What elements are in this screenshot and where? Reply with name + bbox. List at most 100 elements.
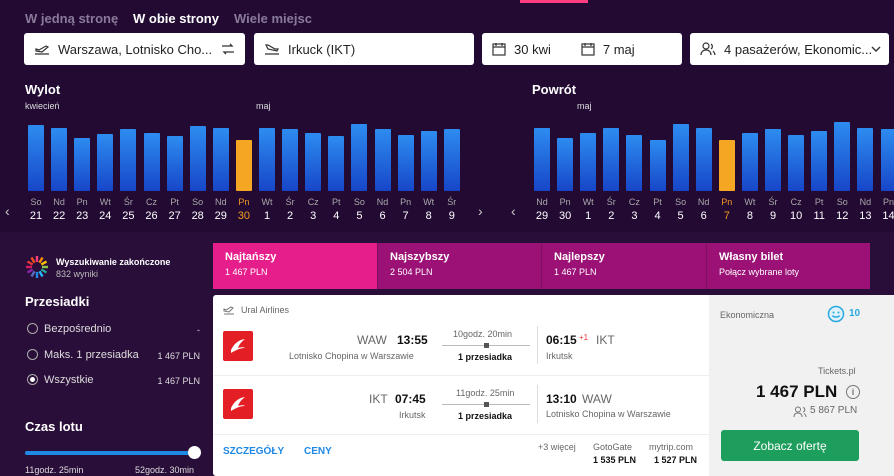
outbound-day-number[interactable]: 30 [237,210,251,222]
inbound-day-number[interactable]: 1 [585,210,592,222]
outbound-day-number[interactable]: 3 [310,210,317,222]
info-icon[interactable]: i [846,385,860,399]
inbound-day-number[interactable]: 12 [836,210,849,222]
outbound-price-bar[interactable] [351,124,368,191]
inbound-price-bar[interactable] [788,135,805,191]
outbound-price-bar[interactable] [282,129,299,191]
outbound-day-number[interactable]: 6 [379,210,386,222]
outbound-day-number[interactable]: 29 [214,210,227,222]
inbound-day-number[interactable]: 2 [608,210,615,222]
inbound-price-bar[interactable] [741,133,758,191]
prices-button[interactable]: CENY [304,446,332,457]
outbound-price-bar[interactable] [28,125,44,191]
outbound-day-number[interactable]: 28 [191,210,204,222]
outbound-price-bar[interactable] [397,135,414,191]
sort-tab-cheapest[interactable]: Najtańszy 1 467 PLN [213,243,377,289]
tab-one-way[interactable]: W jedną stronę [25,11,119,26]
origin-field[interactable]: Warszawa, Lotnisko Cho... [24,33,245,65]
inbound-prev-arrow-icon[interactable]: ‹ [511,203,516,219]
sort-tab-best[interactable]: Najlepszy 1 467 PLN [541,243,706,289]
outbound-day-number[interactable]: 9 [448,210,455,222]
inbound-day-number[interactable]: 11 [813,210,825,222]
outbound-price-bar[interactable] [74,138,91,191]
swap-icon[interactable] [221,43,235,55]
inbound-price-bar[interactable] [649,140,666,191]
outbound-price-bar[interactable] [212,128,229,191]
inbound-price-bar[interactable] [557,138,574,191]
details-button[interactable]: SZCZEGÓŁY [223,446,285,457]
duration-slider-handle[interactable] [188,446,201,459]
inbound-day-number[interactable]: 8 [746,210,753,222]
outbound-price-bar[interactable] [97,134,114,191]
outbound-price-bar[interactable] [189,126,206,191]
outbound-price-bar[interactable] [259,128,275,191]
inbound-price-bar[interactable] [580,133,597,191]
outbound-price-bar[interactable] [120,129,137,191]
outbound-price-bar[interactable] [328,136,345,191]
outbound-day-number[interactable]: 27 [168,210,181,222]
outbound-price-bar[interactable] [235,140,252,191]
inbound-price-bar[interactable] [718,140,735,191]
more-offers-link[interactable]: +3 więcej [538,442,576,452]
radio-all[interactable] [27,374,38,385]
tab-round-trip[interactable]: W obie strony [133,11,219,26]
outbound-next-arrow-icon[interactable]: › [478,203,483,219]
inbound-price-bar[interactable] [811,131,828,191]
destination-field[interactable]: Irkuck (IKT) [254,33,474,65]
inbound-day-number[interactable]: 10 [789,210,803,222]
outbound-day-number[interactable]: 8 [425,210,432,222]
outbound-price-bar[interactable] [51,128,68,191]
outbound-price-bar[interactable] [305,133,322,191]
view-offer-button[interactable]: Zobacz ofertę [721,430,859,461]
outbound-day-number[interactable]: 21 [29,210,43,222]
inbound-price-bar[interactable] [695,128,712,191]
dates-field[interactable]: 30 kwi 7 maj [482,33,682,65]
outbound-day-number[interactable]: 1 [263,210,271,222]
inbound-price-bar[interactable] [880,129,894,191]
outbound-day-number[interactable]: 22 [52,210,66,222]
inbound-price-bar[interactable] [672,124,689,191]
outbound-day-number[interactable]: 5 [356,210,363,222]
outbound-day-number[interactable]: 23 [76,210,89,222]
outbound-price-bar[interactable] [166,136,183,191]
inbound-day-number[interactable]: 9 [769,210,777,222]
vendor2-name[interactable]: mytrip.com [649,442,694,452]
passengers-field[interactable]: 4 pasażerów, Ekonomic... [690,33,889,65]
result-card[interactable]: Ural Airlines WAW 13:55 Lotnisko Chopina… [213,295,894,476]
outbound-price-bar[interactable] [143,133,160,191]
inbound-day-number[interactable]: 7 [723,210,730,222]
inbound-price-bar[interactable] [857,128,874,191]
inbound-day-number[interactable]: 3 [631,210,638,222]
outbound-day-number[interactable]: 24 [99,210,112,222]
inbound-day-number[interactable]: 29 [535,210,549,222]
outbound-day-number[interactable]: 4 [333,210,340,222]
inbound-day-number[interactable]: 14 [882,210,894,222]
sort-tab-fastest[interactable]: Najszybszy 2 504 PLN [377,243,541,289]
outbound-price-bar[interactable] [420,131,437,191]
outbound-price-bar[interactable] [443,129,460,191]
outbound-day-number[interactable]: 26 [145,210,158,222]
stops-option-direct[interactable]: Bezpośrednio [44,323,112,335]
sort-tab-custom[interactable]: Własny bilet Połącz wybrane loty [706,243,870,289]
outbound-day-number[interactable]: 2 [287,210,294,222]
inbound-day-number[interactable]: 5 [677,210,684,222]
stops-option-max-one[interactable]: Maks. 1 przesiadka [44,349,139,361]
inbound-day-number[interactable]: 13 [859,210,872,222]
outbound-price-bar[interactable] [374,129,391,191]
outbound-day-number[interactable]: 25 [122,210,135,222]
inbound-day-number[interactable]: 30 [558,210,572,222]
outbound-prev-arrow-icon[interactable]: ‹ [5,203,10,219]
stops-option-all[interactable]: Wszystkie [44,374,94,386]
inbound-price-bar[interactable] [534,128,550,191]
tab-multi-city[interactable]: Wiele miejsc [234,11,312,26]
radio-direct[interactable] [27,323,38,334]
vendor1-name[interactable]: GotoGate [593,442,633,452]
inbound-day-number[interactable]: 4 [654,210,661,222]
inbound-price-bar[interactable] [834,122,851,191]
inbound-price-bar[interactable] [626,135,643,191]
inbound-price-bar[interactable] [603,128,620,191]
inbound-price-bar[interactable] [765,129,781,191]
radio-max-one[interactable] [27,349,38,360]
outbound-day-number[interactable]: 7 [402,210,409,222]
inbound-day-number[interactable]: 6 [700,210,707,222]
